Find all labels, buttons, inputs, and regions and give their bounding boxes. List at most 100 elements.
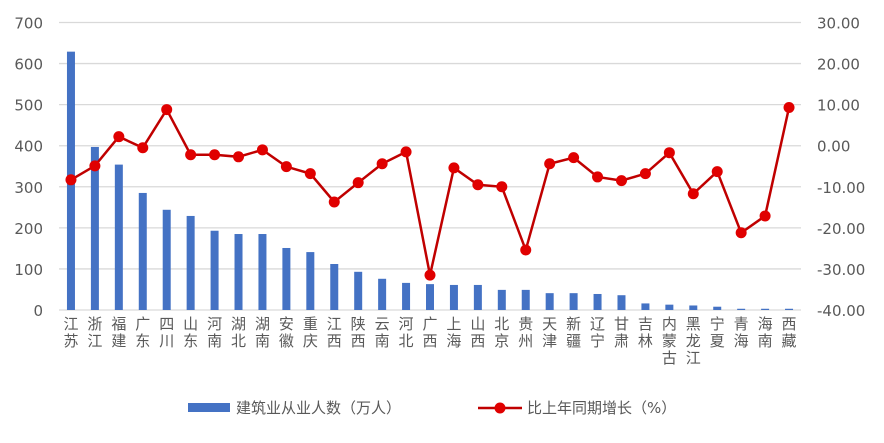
- category-label: 州: [518, 332, 533, 350]
- category-label: 南: [758, 332, 773, 350]
- line-point: [400, 146, 412, 158]
- category-label: 上: [446, 315, 461, 333]
- left-axis-tick: 100: [14, 261, 43, 279]
- category-label: 庆: [303, 332, 318, 350]
- bar: [665, 304, 674, 310]
- category-label: 河: [207, 315, 222, 333]
- category-label: 南: [255, 332, 270, 350]
- category-label: 新: [566, 315, 581, 333]
- category-label: 浙: [87, 315, 102, 333]
- bar: [330, 264, 339, 310]
- category-label: 青: [734, 315, 749, 333]
- bar: [234, 234, 243, 310]
- line-point: [256, 144, 268, 156]
- category-label: 四: [159, 315, 174, 333]
- category-label: 川: [159, 332, 174, 350]
- bar: [90, 146, 99, 310]
- right-axis-tick: 30.00: [817, 15, 860, 33]
- bar: [737, 308, 746, 310]
- category-label: 西: [782, 315, 797, 333]
- bar: [114, 164, 123, 310]
- category-label: 吉: [638, 315, 653, 333]
- category-label: 西: [327, 332, 342, 350]
- bar: [473, 284, 482, 310]
- bar: [402, 282, 411, 310]
- category-label: 贵: [518, 315, 533, 333]
- category-label: 西: [422, 332, 437, 350]
- category-label: 肃: [614, 332, 629, 350]
- category-label: 山: [470, 315, 485, 333]
- left-axis-tick: 0: [33, 302, 43, 320]
- category-label: 北: [231, 332, 246, 350]
- line-point: [639, 168, 651, 180]
- bar: [378, 278, 387, 310]
- category-label: 江: [327, 315, 342, 333]
- category-label: 江: [686, 349, 701, 367]
- line-point: [328, 196, 340, 208]
- category-label: 宁: [710, 315, 725, 333]
- category-label: 福: [111, 315, 126, 333]
- legend-bar-swatch: [188, 403, 230, 412]
- bar: [545, 293, 554, 310]
- category-label: 海: [734, 332, 749, 350]
- bar: [282, 247, 291, 310]
- line-point: [615, 175, 627, 187]
- category-label: 徽: [279, 332, 294, 350]
- bar: [497, 289, 506, 310]
- bar: [641, 303, 650, 310]
- left-axis-tick: 200: [14, 220, 43, 238]
- category-label: 东: [183, 332, 198, 350]
- category-label: 安: [279, 315, 294, 333]
- bar: [210, 230, 219, 310]
- category-label: 南: [375, 332, 390, 350]
- line-point: [759, 210, 771, 222]
- left-axis-tick: 600: [14, 56, 43, 74]
- category-label: 北: [494, 315, 509, 333]
- right-axis-tick: -20.00: [817, 220, 865, 238]
- category-label: 河: [399, 315, 414, 333]
- legend-label: 比上年同期增长（%）: [527, 399, 676, 417]
- category-label: 黑: [686, 315, 701, 333]
- category-label: 津: [542, 332, 557, 350]
- line-point: [280, 161, 292, 173]
- category-label: 蒙: [662, 332, 677, 350]
- left-axis-tick: 300: [14, 179, 43, 197]
- category-label: 苏: [63, 332, 78, 350]
- line-point: [185, 149, 197, 161]
- category-label: 建: [111, 332, 126, 350]
- category-label: 内: [662, 315, 677, 333]
- category-label: 宁: [590, 332, 605, 350]
- left-axis-tick: 500: [14, 97, 43, 115]
- category-label: 天: [542, 315, 557, 333]
- line-point: [735, 227, 747, 239]
- line-point: [663, 147, 675, 159]
- bar: [521, 289, 530, 310]
- category-label: 广: [422, 315, 437, 333]
- left-axis-tick: 700: [14, 15, 43, 33]
- category-label: 京: [494, 332, 509, 350]
- line-point: [592, 171, 604, 183]
- category-label: 重: [303, 315, 318, 333]
- category-label: 林: [638, 332, 653, 350]
- legend-label: 建筑业从业人数（万人）: [236, 399, 401, 417]
- line-point: [424, 269, 436, 281]
- line-point: [496, 181, 508, 193]
- bar: [426, 284, 434, 310]
- line-point: [233, 151, 245, 163]
- category-label: 湖: [231, 315, 246, 333]
- line-point: [783, 102, 795, 114]
- category-label: 江: [87, 332, 102, 350]
- category-label: 海: [758, 315, 773, 333]
- series-line: [70, 107, 791, 276]
- category-label: 南: [207, 332, 222, 350]
- line-point: [209, 149, 221, 161]
- category-label: 陕: [351, 315, 366, 333]
- category-label: 山: [183, 315, 198, 333]
- category-label: 云: [375, 315, 390, 333]
- bar: [569, 293, 578, 310]
- bar: [593, 293, 602, 310]
- bar: [617, 295, 626, 310]
- right-axis-tick: 20.00: [817, 56, 860, 74]
